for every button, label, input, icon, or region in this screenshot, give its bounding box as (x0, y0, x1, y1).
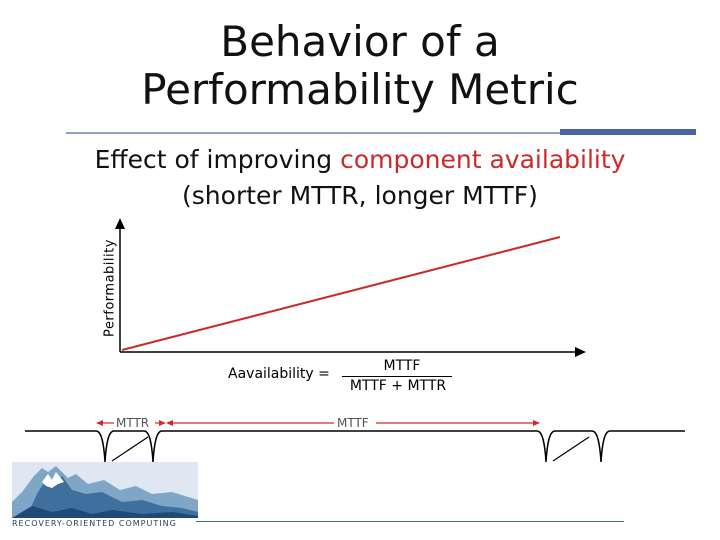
y-axis-arrowhead (115, 218, 125, 229)
timeline-waveform (25, 430, 685, 463)
mttf-label: MTTF (337, 416, 369, 430)
performability-line (121, 236, 561, 351)
mttf-arrowhead-right (533, 420, 540, 426)
availability-formula-lhs: Aavailability = (228, 366, 330, 382)
mttf-arrowhead-left (166, 420, 173, 426)
subtitle-highlight: component availability (340, 145, 626, 174)
timeline-slant-2 (552, 436, 590, 462)
mttr-arrowhead-right (159, 420, 166, 426)
subtitle-prefix: Effect of improving (94, 145, 341, 174)
footer-divider (196, 521, 624, 522)
formula-numerator: MTTF (383, 358, 421, 374)
title-divider-thick (560, 129, 696, 135)
subtitle-line-1: Effect of improving component availabili… (0, 144, 720, 176)
x-axis-arrowhead (575, 347, 586, 357)
timeline-slant-1 (111, 436, 149, 462)
title-line-1: Behavior of a (220, 17, 500, 66)
logo-text: RECOVERY-ORIENTED COMPUTING (12, 519, 177, 528)
formula-fraction-bar (342, 376, 452, 377)
formula-denominator: MTTF + MTTR (349, 378, 447, 394)
mttr-arrowhead-left (96, 420, 103, 426)
slide-title: Behavior of a Performability Metric (0, 18, 720, 114)
mttr-label: MTTR (116, 416, 150, 430)
roc-logo-icon (12, 462, 198, 518)
title-divider-thin (66, 132, 626, 134)
title-line-2: Performability Metric (141, 65, 579, 114)
subtitle-line-2: (shorter MTTR, longer MTTF) (182, 181, 538, 210)
